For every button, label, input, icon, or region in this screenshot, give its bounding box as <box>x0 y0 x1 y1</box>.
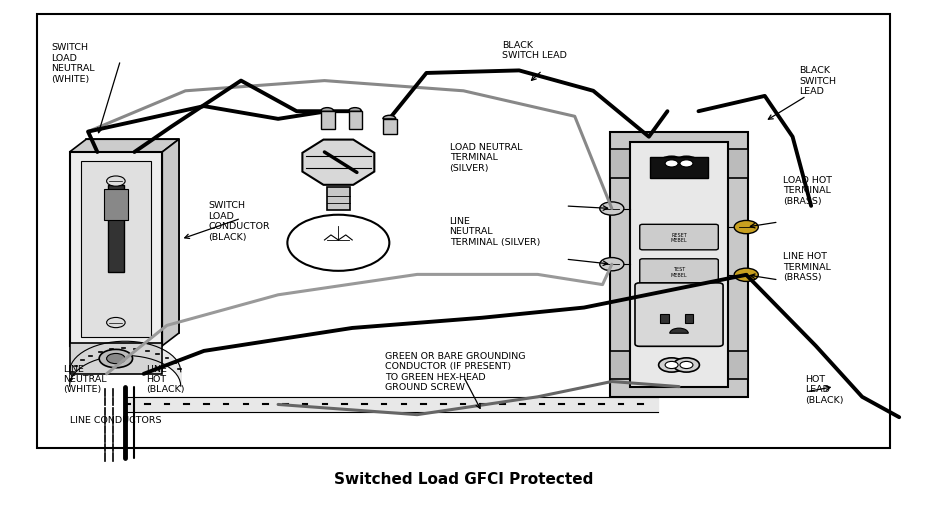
Text: LOAD NEUTRAL
TERMINAL
(SILVER): LOAD NEUTRAL TERMINAL (SILVER) <box>450 143 522 172</box>
Circle shape <box>734 269 758 282</box>
Text: Switched Load GFCI Protected: Switched Load GFCI Protected <box>334 471 593 486</box>
Circle shape <box>673 358 699 373</box>
Circle shape <box>665 160 678 167</box>
Text: LOAD HOT
TERMINAL
(BRASS): LOAD HOT TERMINAL (BRASS) <box>783 176 832 205</box>
Bar <box>70 153 162 346</box>
Text: TEST
MEBEL: TEST MEBEL <box>671 267 687 277</box>
Circle shape <box>680 160 693 167</box>
Bar <box>108 186 124 273</box>
Text: BLACK
SWITCH
LEAD: BLACK SWITCH LEAD <box>799 66 836 96</box>
Circle shape <box>107 354 125 364</box>
Circle shape <box>673 157 699 171</box>
Bar <box>104 190 128 220</box>
Bar <box>610 150 748 178</box>
Bar <box>684 315 692 324</box>
Bar <box>321 112 335 130</box>
Text: RESET
MEBEL: RESET MEBEL <box>671 232 687 243</box>
Circle shape <box>734 221 758 234</box>
Wedge shape <box>321 108 334 112</box>
Text: SWITCH
LOAD
CONDUCTOR
(BLACK): SWITCH LOAD CONDUCTOR (BLACK) <box>209 201 270 241</box>
Text: LINE
HOT
(BLACK): LINE HOT (BLACK) <box>146 364 185 393</box>
Circle shape <box>99 350 133 368</box>
Bar <box>349 112 362 130</box>
Bar <box>610 132 748 397</box>
FancyBboxPatch shape <box>640 259 718 285</box>
Polygon shape <box>302 140 375 185</box>
Circle shape <box>287 215 389 271</box>
Bar <box>81 162 151 337</box>
Circle shape <box>107 177 125 187</box>
Bar <box>37 15 890 448</box>
Text: LINE CONDUCTORS: LINE CONDUCTORS <box>70 415 161 424</box>
Wedge shape <box>669 328 688 333</box>
Text: HOT
LEAD
(BLACK): HOT LEAD (BLACK) <box>805 374 844 404</box>
Bar <box>650 158 708 178</box>
Bar <box>630 143 728 387</box>
Bar <box>326 187 349 210</box>
Text: BLACK
SWITCH LEAD: BLACK SWITCH LEAD <box>502 41 567 60</box>
Circle shape <box>665 362 678 369</box>
FancyBboxPatch shape <box>640 225 718 250</box>
Polygon shape <box>86 140 179 333</box>
Bar <box>660 315 668 324</box>
Circle shape <box>600 203 624 216</box>
FancyBboxPatch shape <box>635 284 723 347</box>
Bar <box>383 120 397 135</box>
Bar <box>70 344 162 374</box>
Text: GREEN OR BARE GROUNDING
CONDUCTOR (IF PRESENT)
TO GREEN HEX-HEAD
GROUND SCREW: GREEN OR BARE GROUNDING CONDUCTOR (IF PR… <box>385 351 526 391</box>
Circle shape <box>658 358 684 373</box>
Text: LINE HOT
TERMINAL
(BRASS): LINE HOT TERMINAL (BRASS) <box>783 252 832 281</box>
Circle shape <box>107 318 125 328</box>
Text: LINE
NEUTRAL
(WHITE): LINE NEUTRAL (WHITE) <box>63 364 107 393</box>
Wedge shape <box>383 116 396 120</box>
Circle shape <box>600 258 624 271</box>
Text: SWITCH
LOAD
NEUTRAL
(WHITE): SWITCH LOAD NEUTRAL (WHITE) <box>51 43 95 83</box>
Bar <box>610 351 748 380</box>
Circle shape <box>658 157 684 171</box>
Text: LINE
NEUTRAL
TERMINAL (SILVER): LINE NEUTRAL TERMINAL (SILVER) <box>450 216 540 246</box>
Wedge shape <box>349 108 362 112</box>
Polygon shape <box>162 140 179 346</box>
Polygon shape <box>70 140 179 153</box>
Circle shape <box>680 362 693 369</box>
